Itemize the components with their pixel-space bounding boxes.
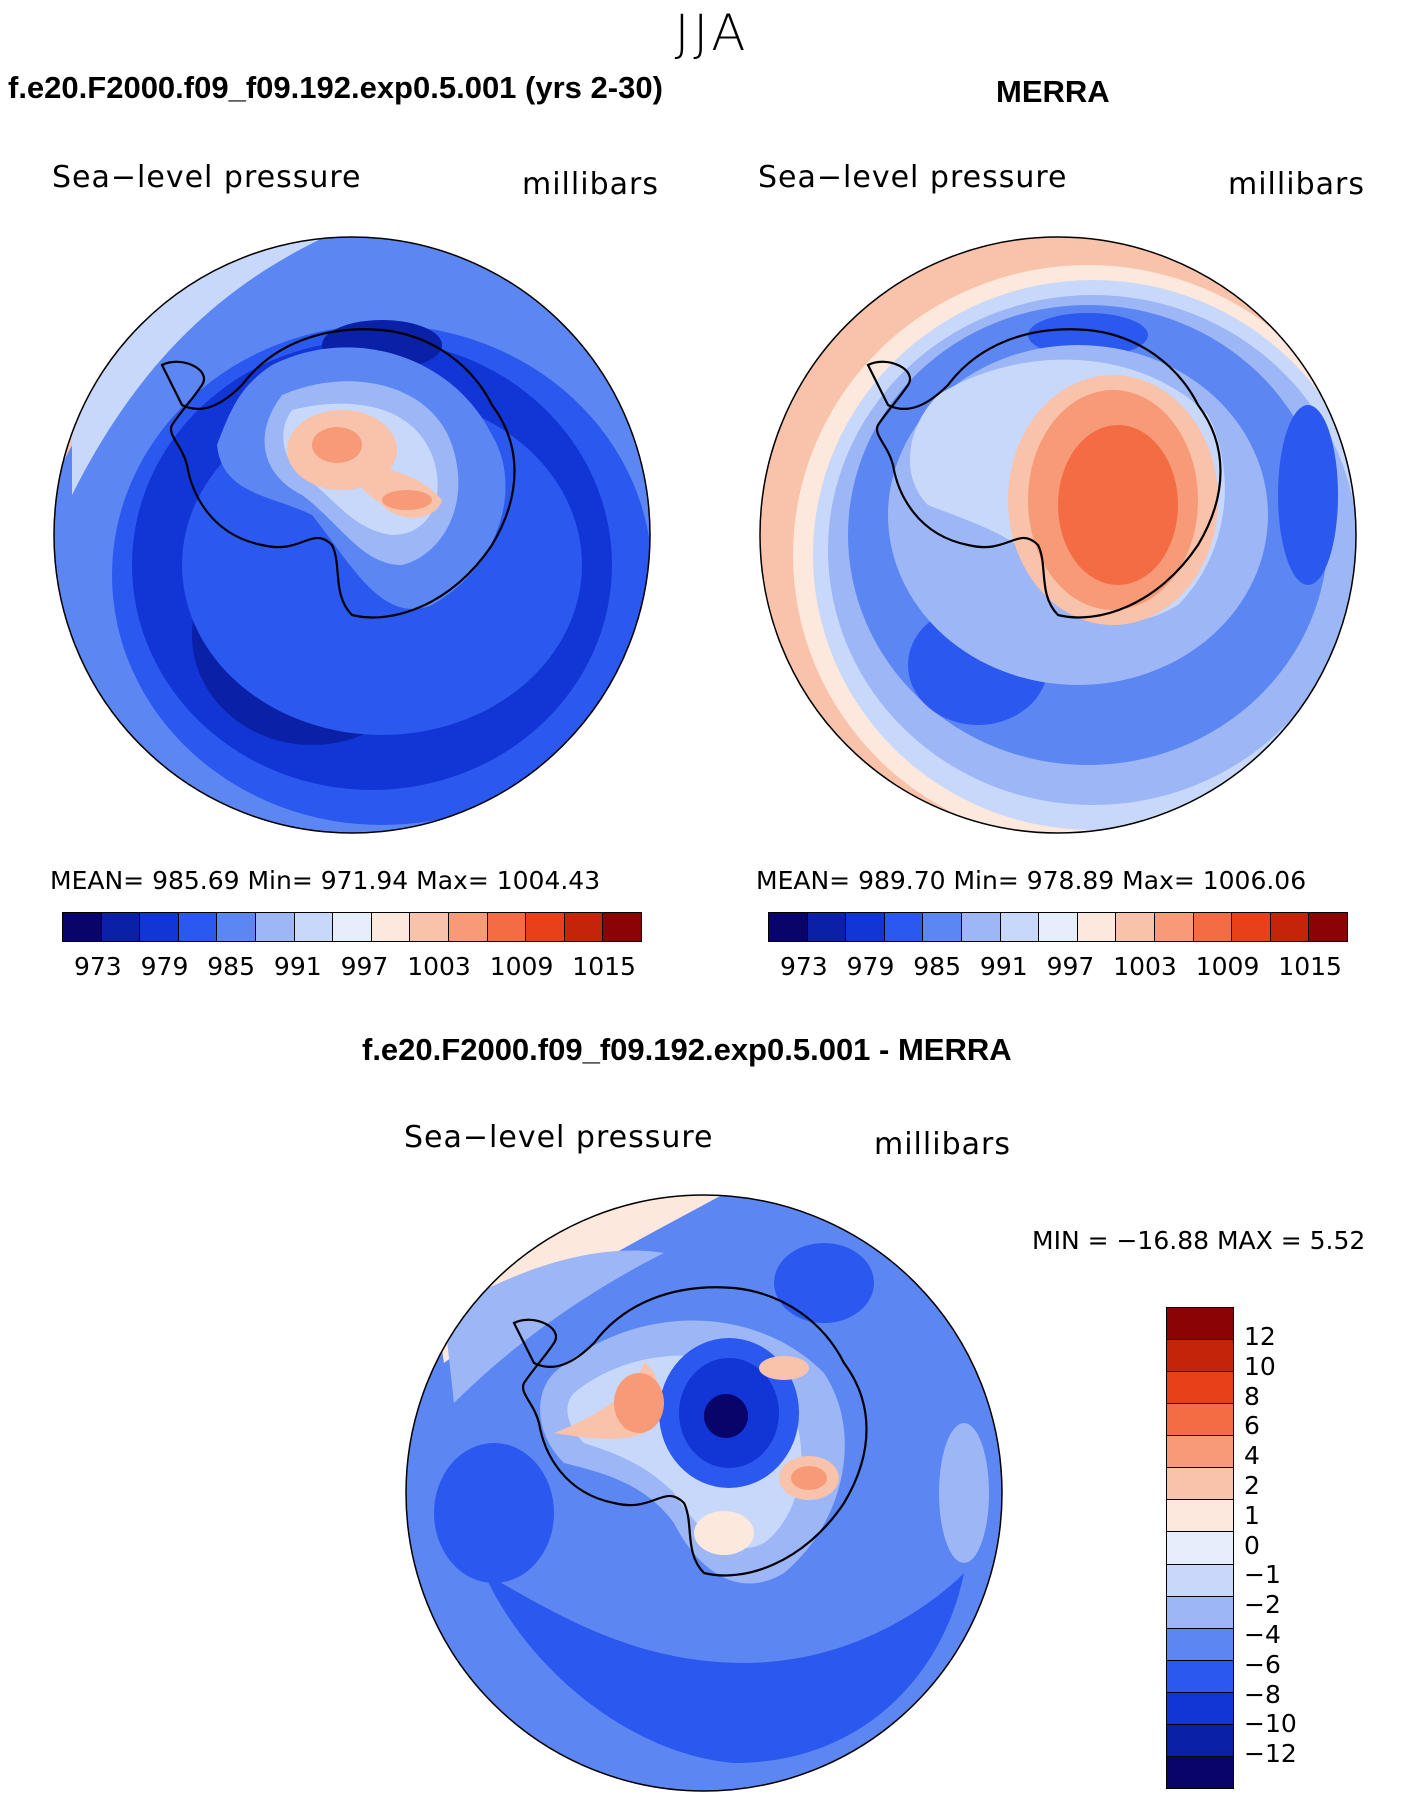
diff-colorbar [1166, 1307, 1234, 1789]
colorbar-tick: 991 [273, 952, 322, 981]
colorbar-tick: 1009 [1195, 952, 1260, 981]
colorbar-tick: −10 [1244, 1709, 1297, 1739]
diff-colorbar-swatch [1167, 1404, 1233, 1437]
colorbar-tick: 973 [74, 952, 122, 981]
colorbar-tick: 1 [1244, 1500, 1260, 1530]
colorbar-tick: −6 [1244, 1649, 1281, 1679]
colorbar-tick: −1 [1244, 1560, 1281, 1590]
colorbar-tick: 1015 [1278, 952, 1342, 981]
model-units-label: millibars [522, 167, 659, 202]
diff-colorbar-swatch [1167, 1564, 1233, 1597]
obs-colorbar-swatch [884, 913, 924, 941]
obs-panel-title: MERRA [996, 74, 1110, 109]
model-colorbar-swatch [101, 913, 141, 941]
diff-colorbar-swatch [1167, 1436, 1233, 1469]
colorbar-tick: −2 [1244, 1590, 1281, 1620]
colorbar-tick: 985 [913, 952, 961, 981]
model-colorbar-swatch [448, 913, 488, 941]
colorbar-tick: 1003 [1113, 952, 1177, 981]
colorbar-tick: 973 [780, 952, 828, 981]
obs-units-label: millibars [1228, 167, 1365, 202]
diff-colorbar-swatch [1167, 1596, 1233, 1629]
diff-panel-title: f.e20.F2000.f09_f09.192.exp0.5.001 - MER… [362, 1032, 1012, 1067]
diff-units-label: millibars [874, 1127, 1011, 1162]
model-colorbar-swatch [603, 913, 641, 941]
model-colorbar-swatch [63, 913, 102, 941]
colorbar-tick: 0 [1244, 1530, 1260, 1560]
obs-colorbar-swatch [769, 913, 808, 941]
obs-colorbar-swatch [1193, 913, 1233, 941]
colorbar-tick: 979 [846, 952, 895, 981]
colorbar-tick: −12 [1244, 1739, 1297, 1769]
model-colorbar-swatch [564, 913, 604, 941]
obs-colorbar-swatch [1039, 913, 1078, 941]
colorbar-tick: 979 [140, 952, 189, 981]
obs-colorbar-swatch [1270, 913, 1310, 941]
obs-colorbar-swatch [1232, 913, 1271, 941]
diff-colorbar-swatch [1167, 1724, 1233, 1757]
diff-polar-map [405, 1194, 1003, 1792]
obs-colorbar-swatch [1309, 913, 1347, 941]
colorbar-tick: 12 [1244, 1322, 1276, 1351]
colorbar-tick: 997 [340, 952, 389, 981]
diff-colorbar-swatch [1167, 1372, 1233, 1405]
colorbar-tick: 985 [207, 952, 255, 981]
obs-colorbar-swatch [1000, 913, 1040, 941]
obs-variable-label: Sea−level pressure [758, 160, 1068, 195]
diff-colorbar-swatch [1167, 1692, 1233, 1725]
obs-stats: MEAN= 989.70 Min= 978.89 Max= 1006.06 [756, 866, 1307, 895]
diff-colorbar-swatch [1167, 1468, 1233, 1501]
obs-colorbar [768, 912, 1348, 942]
model-panel-title: f.e20.F2000.f09_f09.192.exp0.5.001 (yrs … [8, 70, 663, 105]
obs-colorbar-swatch [923, 913, 962, 941]
diff-colorbar-swatch [1167, 1340, 1233, 1373]
diff-colorbar-swatch [1167, 1308, 1233, 1341]
model-colorbar-ticks: 973 979 985 991 997 1003 1009 1015 [74, 952, 636, 981]
model-colorbar-swatch [255, 913, 295, 941]
diff-variable-label: Sea−level pressure [404, 1120, 714, 1155]
obs-colorbar-swatch [846, 913, 885, 941]
model-colorbar-swatch [217, 913, 256, 941]
model-colorbar [62, 912, 642, 942]
colorbar-tick: 10 [1244, 1351, 1276, 1381]
diff-colorbar-swatch [1167, 1756, 1233, 1788]
colorbar-tick: 1003 [407, 952, 471, 981]
model-variable-label: Sea−level pressure [52, 160, 362, 195]
obs-colorbar-ticks: 973 979 985 991 997 1003 1009 1015 [780, 952, 1342, 981]
model-colorbar-swatch [371, 913, 411, 941]
model-colorbar-swatch [526, 913, 565, 941]
colorbar-tick: 997 [1046, 952, 1095, 981]
colorbar-tick: 1009 [489, 952, 554, 981]
colorbar-tick: 1015 [572, 952, 636, 981]
diff-colorbar-ticks: 12 10 8 6 4 2 1 0 −1 −2 −4 −6 −8 −10 −12 [1244, 1322, 1297, 1769]
season-title: JJA [674, 4, 750, 62]
diff-colorbar-swatch [1167, 1628, 1233, 1661]
model-colorbar-swatch [410, 913, 449, 941]
colorbar-tick: −4 [1244, 1619, 1281, 1649]
colorbar-tick: 2 [1244, 1470, 1260, 1500]
colorbar-tick: 4 [1244, 1441, 1260, 1471]
obs-colorbar-swatch [1154, 913, 1194, 941]
diff-minmax: MIN = −16.88 MAX = 5.52 [1032, 1226, 1366, 1255]
model-polar-map [53, 236, 651, 834]
obs-colorbar-swatch [1116, 913, 1155, 941]
model-stats: MEAN= 985.69 Min= 971.94 Max= 1004.43 [50, 866, 601, 895]
colorbar-tick: 6 [1244, 1411, 1260, 1441]
obs-colorbar-swatch [961, 913, 1001, 941]
diff-colorbar-swatch [1167, 1500, 1233, 1533]
model-colorbar-swatch [333, 913, 372, 941]
diff-colorbar-swatch [1167, 1660, 1233, 1693]
model-colorbar-swatch [140, 913, 179, 941]
model-colorbar-swatch [487, 913, 527, 941]
model-colorbar-swatch [178, 913, 218, 941]
obs-colorbar-swatch [1077, 913, 1117, 941]
colorbar-tick: −8 [1244, 1679, 1281, 1709]
obs-colorbar-swatch [807, 913, 847, 941]
model-colorbar-swatch [294, 913, 334, 941]
colorbar-tick: 8 [1244, 1381, 1260, 1411]
obs-polar-map [759, 236, 1357, 834]
diff-colorbar-swatch [1167, 1532, 1233, 1565]
colorbar-tick: 991 [979, 952, 1028, 981]
